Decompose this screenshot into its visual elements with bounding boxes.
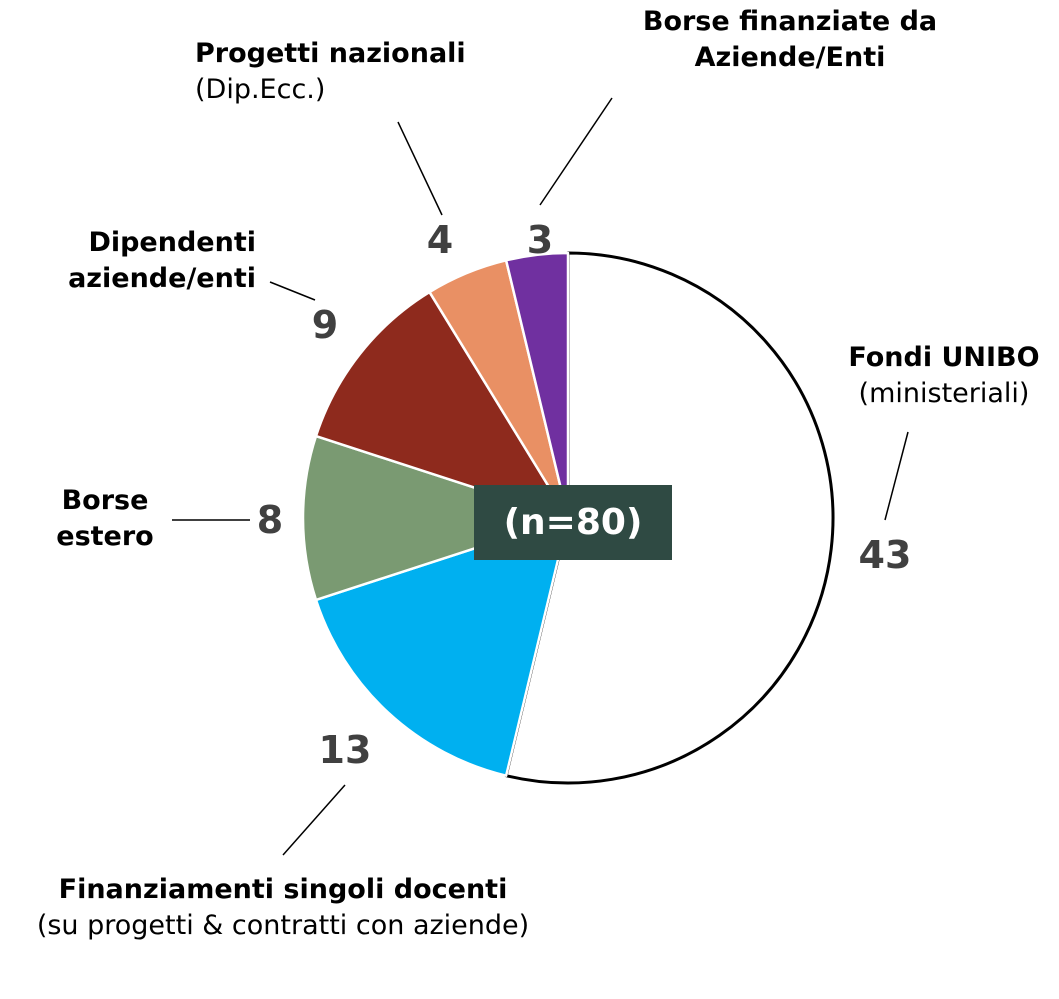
pie-slice xyxy=(314,290,570,520)
annotation: (n=80) xyxy=(474,485,672,560)
leader-line xyxy=(884,431,909,521)
pie-slice xyxy=(504,251,570,520)
leader-lines xyxy=(172,97,909,856)
leader-line xyxy=(539,97,613,206)
category-label: Borse finanziate da Aziende/Enti xyxy=(600,4,980,76)
category-name: Dipendenti aziende/enti xyxy=(68,227,256,294)
value-label: 13 xyxy=(318,728,372,772)
value-label: 9 xyxy=(311,303,339,347)
category-note: (Dip.Ecc.) xyxy=(195,74,326,105)
category-name: Borse estero xyxy=(56,485,154,552)
pie xyxy=(301,251,835,785)
category-label: Finanziamenti singoli docenti (su progett… xyxy=(0,872,566,944)
category-name: Fondi UNIBO xyxy=(848,342,1040,373)
value-label: 8 xyxy=(256,498,284,542)
category-name: Progetti nazionali xyxy=(195,38,466,69)
leader-line xyxy=(282,784,346,856)
category-label: Dipendenti aziende/enti xyxy=(0,225,256,297)
value-label: 43 xyxy=(858,533,912,577)
pie-slice xyxy=(301,434,570,602)
category-note: (su progetti & contratti con aziende) xyxy=(36,910,530,941)
category-name: Finanziamenti singoli docenti xyxy=(58,874,508,905)
category-label: Borse estero xyxy=(40,483,170,555)
pie-slice xyxy=(314,516,570,777)
category-label: Fondi UNIBO (ministeriali) xyxy=(830,340,1058,412)
value-label: 4 xyxy=(426,218,454,262)
leader-line xyxy=(397,121,443,216)
value-label: 3 xyxy=(526,218,554,262)
category-label: Progetti nazionali (Dip.Ecc.) xyxy=(195,36,535,108)
leader-line xyxy=(269,281,316,301)
category-note: (ministeriali) xyxy=(858,378,1030,409)
category-name: Borse finanziate da Aziende/Enti xyxy=(642,6,938,73)
